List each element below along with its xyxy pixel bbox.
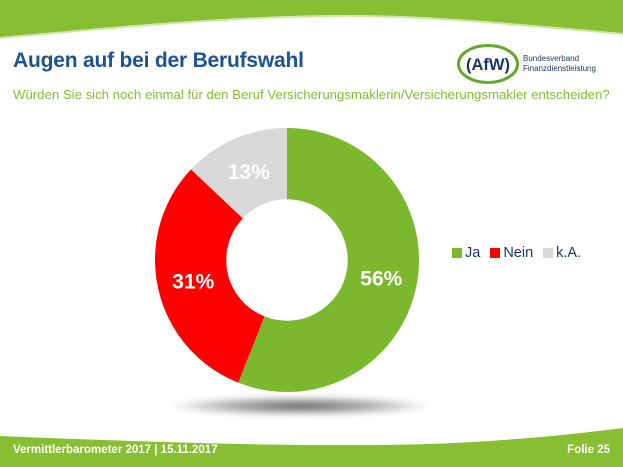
top-wave-highlight (0, 15, 623, 39)
afw-logo-line2: Finanzdienstleistung (523, 64, 596, 74)
donut-segment-nein (154, 127, 420, 393)
chart-legend: Ja Nein k.A. (452, 245, 581, 261)
slice-label-nein: 31% (172, 270, 214, 293)
legend-swatch-ka (543, 248, 554, 258)
slice-label-ka: 13% (228, 161, 270, 184)
top-wave-band (0, 0, 623, 39)
bottom-wave-shape (0, 428, 623, 467)
donut-segment-ka (154, 127, 420, 393)
slice-label-ja: 56% (360, 267, 402, 290)
afw-logo-line1: Bundesverband (523, 54, 580, 63)
legend-item-ka: k.A. (543, 245, 581, 261)
legend-label-nein: Nein (503, 245, 534, 261)
legend-label-ja: Ja (465, 245, 481, 261)
afw-logo: (AfW) Bundesverband Finanzdienstleistung (456, 43, 616, 87)
afw-logo-ellipse-icon: (AfW) (457, 44, 519, 84)
legend-swatch-ja (452, 248, 462, 258)
donut-chart: 56% 31% 13% (147, 120, 427, 400)
legend-label-ka: k.A. (556, 245, 582, 261)
page-title: Augen auf bei der Berufswahl (13, 49, 304, 72)
chart-drop-shadow (170, 396, 430, 416)
legend-swatch-nein (490, 248, 501, 258)
footer: Vermittlerbarometer 2017 | 15.11.2017 Fo… (0, 444, 623, 456)
top-wave-shape (0, 0, 623, 37)
survey-question: Würden Sie sich noch einmal für den Beru… (13, 87, 610, 102)
legend-item-nein: Nein (490, 245, 533, 261)
footer-slide-number: Folie 25 (567, 444, 610, 456)
afw-logo-text: Bundesverband Finanzdienstleistung (523, 54, 596, 75)
afw-logo-acronym: (AfW) (466, 56, 510, 74)
footer-source: Vermittlerbarometer 2017 | 15.11.2017 (13, 444, 218, 456)
donut-svg: 56% 31% 13% (154, 127, 420, 393)
legend-item-ja: Ja (452, 245, 480, 261)
bottom-wave-band (0, 428, 623, 467)
